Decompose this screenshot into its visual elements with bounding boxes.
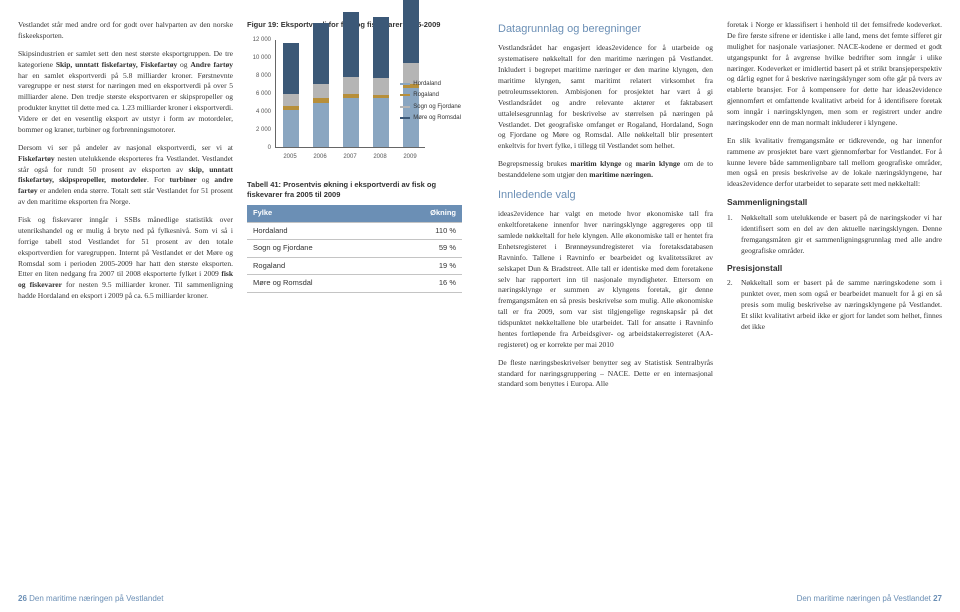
- y-tick-label: 4 000: [247, 108, 271, 116]
- para: foretak i Norge er klassifisert i henhol…: [727, 20, 942, 129]
- table-cell: 19 %: [388, 257, 462, 275]
- para: Vestlandet står med andre ord for godt o…: [18, 20, 233, 42]
- page-right: Datagrunnlag og beregninger Vestlandsråd…: [480, 0, 960, 612]
- footer-title: Den maritime næringen på Vestlandet: [29, 594, 163, 603]
- table-row: Rogaland19 %: [247, 257, 462, 275]
- table-cell: Hordaland: [247, 222, 388, 240]
- stacked-bar: [373, 17, 389, 147]
- page-left: Vestlandet står med andre ord for godt o…: [0, 0, 480, 612]
- right-columns: Datagrunnlag og beregninger Vestlandsråd…: [498, 20, 942, 397]
- x-tick-label: 2007: [343, 153, 356, 161]
- para: Dersom vi ser på andeler av nasjonal eks…: [18, 143, 233, 208]
- table-cell: Møre og Romsdal: [247, 275, 388, 293]
- left-col2: Figur 19: Eksportverdi for fisk og fiske…: [247, 20, 462, 309]
- x-tick-label: 2005: [283, 153, 296, 161]
- numbered-list: 2.Nøkkeltall som er basert på de samme n…: [727, 278, 942, 332]
- right-col1: Datagrunnlag og beregninger Vestlandsråd…: [498, 20, 713, 397]
- bar-segment: [283, 43, 299, 93]
- list-item: 2.Nøkkeltall som er basert på de samme n…: [741, 278, 942, 332]
- bar-segment: [403, 0, 419, 63]
- section-heading: Innledende valg: [498, 188, 713, 203]
- legend-item: Rogaland: [400, 91, 461, 99]
- bar-segment: [343, 98, 359, 147]
- table-row: Møre og Romsdal16 %: [247, 275, 462, 293]
- y-tick-label: 0: [247, 144, 271, 152]
- col-header: Fylke: [247, 205, 388, 222]
- y-tick-label: 12 000: [247, 36, 271, 44]
- bar-segment: [343, 12, 359, 77]
- footer-title: Den maritime næringen på Vestlandet: [797, 594, 931, 603]
- table-row: Sogn og Fjordane59 %: [247, 240, 462, 258]
- legend-item: Sogn og Fjordane: [400, 103, 461, 111]
- numbered-list: 1.Nøkkeltall som utelukkende er basert p…: [727, 213, 942, 257]
- para: Skipsindustrien er samlet sett den nest …: [18, 49, 233, 136]
- bar-segment: [373, 17, 389, 78]
- list-item-text: Nøkkeltall som utelukkende er basert på …: [741, 213, 942, 255]
- footer-right: Den maritime næringen på Vestlandet 27: [797, 593, 942, 604]
- page-number: 27: [933, 594, 942, 603]
- section-heading: Datagrunnlag og beregninger: [498, 22, 713, 37]
- para: De fleste næringsbeskrivelser benytter s…: [498, 358, 713, 391]
- para: Begrepsmessig brukes maritim klynge og m…: [498, 159, 713, 181]
- right-col2: foretak i Norge er klassifisert i henhol…: [727, 20, 942, 397]
- legend-item: Møre og Romsdal: [400, 114, 461, 122]
- col-header: Økning: [388, 205, 462, 222]
- legend-swatch: [400, 94, 410, 96]
- bar-segment: [283, 110, 299, 147]
- bar-segment: [373, 78, 389, 94]
- y-tick-label: 8 000: [247, 72, 271, 80]
- stacked-bar: [283, 43, 299, 147]
- legend-label: Møre og Romsdal: [413, 114, 461, 122]
- x-tick-label: 2008: [373, 153, 386, 161]
- stacked-bar: [343, 12, 359, 147]
- para: Fisk og fiskevarer inngår i SSBs månedli…: [18, 215, 233, 302]
- legend-label: Hordaland: [413, 80, 441, 88]
- bar-segment: [283, 94, 299, 107]
- x-tick-label: 2009: [403, 153, 416, 161]
- table-caption: Tabell 41: Prosentvis økning i eksportve…: [247, 180, 462, 200]
- list-item: 1.Nøkkeltall som utelukkende er basert p…: [741, 213, 942, 257]
- table-cell: 110 %: [388, 222, 462, 240]
- footer-left: 26 Den maritime næringen på Vestlandet: [18, 593, 163, 604]
- y-tick-label: 6 000: [247, 90, 271, 98]
- bar-segment: [343, 77, 359, 94]
- legend-label: Sogn og Fjordane: [413, 103, 461, 111]
- left-columns: Vestlandet står med andre ord for godt o…: [18, 20, 462, 309]
- spread: Vestlandet står med andre ord for godt o…: [0, 0, 960, 612]
- para: Vestlandsrådet har engasjert ideas2evide…: [498, 43, 713, 152]
- table-cell: 59 %: [388, 240, 462, 258]
- y-tick-label: 2 000: [247, 126, 271, 134]
- list-item-text: Nøkkeltall som er basert på de samme nær…: [741, 278, 942, 331]
- bar-segment: [373, 98, 389, 147]
- table-cell: Rogaland: [247, 257, 388, 275]
- table-cell: 16 %: [388, 275, 462, 293]
- para: ideas2evidence har valgt en metode hvor …: [498, 209, 713, 350]
- stacked-bar: [313, 23, 329, 146]
- table-cell: Sogn og Fjordane: [247, 240, 388, 258]
- y-tick-label: 10 000: [247, 54, 271, 62]
- legend-swatch: [400, 106, 410, 108]
- x-tick-label: 2006: [313, 153, 326, 161]
- legend-label: Rogaland: [413, 91, 439, 99]
- legend-item: Hordaland: [400, 80, 461, 88]
- bar-segment: [313, 23, 329, 83]
- legend-swatch: [400, 83, 410, 85]
- list-heading: Presisjonstall: [727, 263, 942, 275]
- table-row: Hordaland110 %: [247, 222, 462, 240]
- para: En slik kvalitativ fremgangsmåte er tidk…: [727, 136, 942, 190]
- left-col1: Vestlandet står med andre ord for godt o…: [18, 20, 233, 309]
- chart-legend: Hordaland Rogaland Sogn og Fjordane Møre og…: [400, 80, 461, 126]
- percent-increase-table: Fylke Økning Hordaland110 %Sogn og Fjord…: [247, 205, 462, 293]
- page-number: 26: [18, 594, 27, 603]
- stacked-bar-chart: HordalandRogalandSogn og FjordaneMøre og…: [247, 36, 457, 166]
- legend-swatch: [400, 117, 410, 119]
- bar-segment: [313, 84, 329, 98]
- bar-segment: [313, 103, 329, 147]
- list-heading: Sammenligningstall: [727, 197, 942, 209]
- table-header-row: Fylke Økning: [247, 205, 462, 222]
